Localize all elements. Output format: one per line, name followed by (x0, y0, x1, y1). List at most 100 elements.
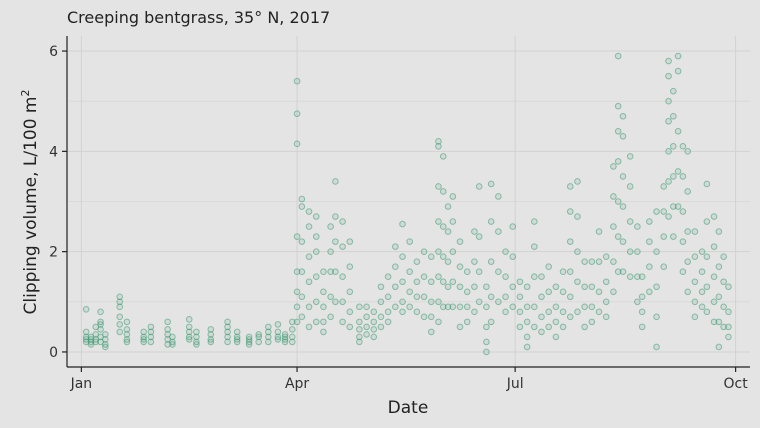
data-point (619, 203, 627, 210)
data-point (626, 183, 634, 190)
data-point (456, 323, 464, 331)
data-point (523, 283, 531, 291)
data-point (82, 306, 90, 313)
data-point (710, 243, 718, 250)
data-point (523, 333, 531, 341)
data-point (487, 218, 495, 225)
data-point (684, 228, 691, 235)
data-point (545, 308, 552, 316)
data-point (475, 233, 483, 240)
data-point (531, 273, 538, 281)
data-point (509, 223, 517, 230)
x-tick-label: Oct (724, 376, 749, 392)
data-point (164, 326, 171, 333)
data-point (233, 328, 241, 336)
data-point (123, 326, 131, 333)
data-point (123, 331, 131, 338)
data-point (140, 328, 147, 336)
data-point (320, 288, 327, 296)
data-point (224, 333, 231, 341)
data-point (193, 341, 200, 348)
data-point (614, 102, 622, 110)
data-point (116, 303, 124, 311)
data-point (427, 298, 435, 306)
y-axis-label: Clipping volume, L/100 m2 (19, 90, 41, 315)
data-point (703, 283, 711, 291)
data-point (435, 143, 442, 150)
data-point (293, 318, 301, 326)
data-point (392, 263, 399, 270)
data-point (140, 338, 147, 346)
data-point (293, 140, 301, 148)
data-point (538, 328, 545, 336)
y-tick-label: 6 (49, 44, 58, 60)
data-point (574, 308, 581, 316)
data-point (581, 323, 588, 331)
data-point (595, 228, 603, 235)
data-point (370, 326, 378, 333)
data-point (475, 183, 483, 190)
data-point (370, 318, 378, 326)
data-point (581, 258, 588, 265)
data-point (670, 203, 677, 210)
data-point (97, 308, 104, 316)
data-point (698, 303, 706, 311)
data-point (715, 228, 723, 235)
data-point (427, 328, 435, 336)
data-point (552, 318, 560, 326)
data-point (265, 333, 272, 341)
data-point (449, 248, 457, 255)
data-point (420, 248, 428, 255)
data-point (449, 218, 457, 225)
data-point (619, 268, 627, 276)
data-point (588, 303, 596, 311)
data-point (346, 238, 354, 245)
x-axis-ticks: Jan Apr Jul Oct (70, 367, 749, 392)
data-point (207, 326, 215, 333)
data-point (679, 208, 687, 215)
data-point (435, 183, 442, 190)
data-point (483, 348, 490, 356)
data-point (439, 153, 447, 160)
data-point (274, 336, 282, 343)
data-point (531, 323, 538, 331)
data-point (720, 303, 727, 311)
data-point (634, 298, 641, 306)
data-point (545, 323, 552, 331)
data-point (610, 258, 617, 265)
data-point (327, 248, 334, 255)
data-point (305, 223, 313, 230)
data-point (427, 278, 435, 286)
data-point (406, 238, 413, 245)
data-point (523, 303, 531, 311)
scatter-points (82, 52, 732, 356)
data-point (610, 223, 617, 230)
data-point (245, 341, 253, 348)
data-point (725, 323, 732, 331)
y-tick-label: 4 (49, 144, 58, 160)
data-point (634, 248, 641, 255)
data-point (439, 278, 447, 286)
data-point (377, 313, 385, 321)
data-point (646, 288, 653, 296)
data-point (339, 318, 346, 326)
data-point (233, 338, 241, 346)
data-point (147, 328, 155, 336)
data-point (602, 278, 610, 286)
data-point (463, 288, 471, 296)
data-point (356, 338, 363, 346)
data-point (471, 283, 478, 291)
data-point (435, 273, 442, 281)
data-point (691, 228, 699, 235)
data-point (674, 52, 682, 60)
data-point (679, 268, 687, 276)
data-point (509, 303, 517, 311)
x-tick-label: Jan (70, 376, 93, 392)
data-point (427, 253, 435, 260)
data-point (720, 278, 727, 286)
data-point (169, 341, 176, 348)
data-point (346, 308, 354, 316)
data-point (298, 268, 306, 276)
